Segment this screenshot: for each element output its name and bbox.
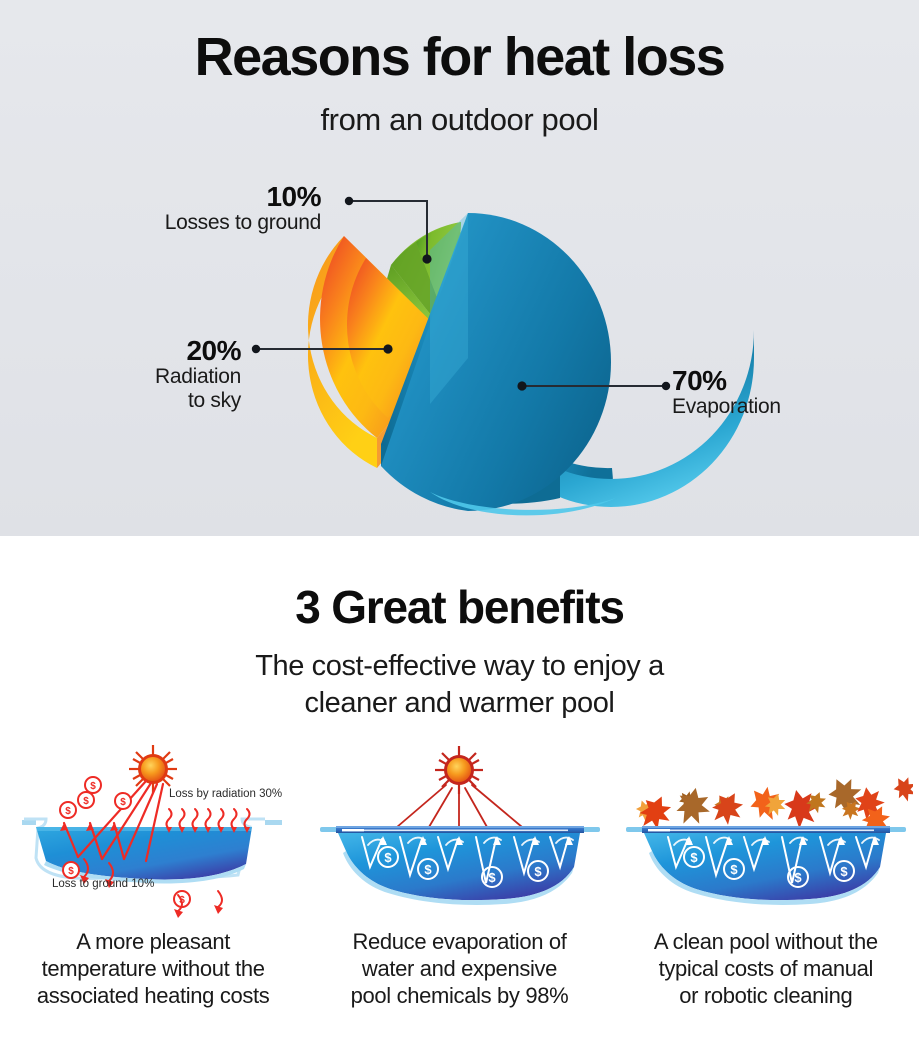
svg-text:$: $ — [731, 862, 739, 877]
benefits-subtitle-line2: cleaner and warmer pool — [304, 687, 615, 720]
callout-evaporation: 70% Evaporation — [672, 366, 919, 419]
callout-radiation-label-line2: to sky — [187, 388, 241, 412]
callout-radiation-percent: 20% — [186, 335, 241, 366]
covered-pool-sun-rays-illustration: $ $ $ $ — [312, 741, 607, 921]
benefits-subtitle: The cost-effective way to enjoy a cleane… — [0, 648, 919, 722]
page-subtitle: from an outdoor pool — [320, 102, 599, 137]
benefits-section: 3 Great benefits The cost-effective way … — [0, 536, 919, 1050]
pie-leader-dots — [251, 196, 671, 391]
svg-text:$: $ — [424, 862, 432, 877]
page-title: Reasons for heat loss — [194, 27, 726, 87]
callout-evaporation-percent: 70% — [672, 365, 727, 396]
benefit-caption-line2: water and expensive — [361, 955, 558, 981]
dollar-savings-icons — [376, 846, 549, 888]
svg-text:$: $ — [83, 796, 89, 807]
benefit-card: $ $ $ $ $ $ — [0, 741, 306, 1009]
falling-leaves-icons — [636, 777, 914, 836]
benefit-caption-line1: A more pleasant — [76, 929, 231, 954]
benefit-caption-line2: temperature without the — [41, 955, 265, 981]
svg-text:$: $ — [68, 866, 74, 877]
benefit-card: $ $ $ $ Reduce evaporation of water and … — [306, 741, 612, 1009]
benefit-caption-line3: or robotic cleaning — [679, 982, 853, 1008]
art-label-ground: Loss to ground 10% — [52, 878, 154, 890]
benefit-caption-line3: pool chemicals by 98% — [350, 982, 569, 1008]
callout-radiation-label-line1: Radiation — [154, 365, 241, 389]
benefits-subtitle-line1: The cost-effective way to enjoy a — [255, 650, 664, 682]
svg-text:$: $ — [90, 781, 96, 792]
pie-slice-evaporation — [381, 213, 754, 516]
svg-text:$: $ — [795, 870, 803, 885]
pie-leader-lines — [256, 200, 666, 387]
svg-text:$: $ — [384, 850, 392, 865]
benefit-card: $ $ $ $ A clean pool without the typical… — [613, 741, 919, 1009]
benefit-caption-line3: associated heating costs — [36, 982, 270, 1008]
svg-text:$: $ — [841, 864, 849, 879]
benefit-caption-line1: Reduce evaporation of — [352, 929, 567, 954]
dollar-savings-icons — [683, 846, 856, 888]
svg-text:$: $ — [534, 864, 542, 879]
benefit-caption-line1: A clean pool without the — [653, 929, 878, 954]
sun-icon — [128, 745, 177, 793]
covered-pool-falling-leaves-illustration: $ $ $ $ — [618, 741, 914, 921]
benefit-caption: A clean pool without the typical costs o… — [616, 929, 916, 1009]
callout-ground-label: Losses to ground — [164, 211, 322, 235]
svg-text:$: $ — [691, 850, 699, 865]
callout-radiation-to-sky: 20% Radiation to sky — [0, 336, 250, 412]
benefit-caption-line2: typical costs of manual — [658, 955, 874, 981]
heat-loss-section: Reasons for heat loss from an outdoor po… — [0, 0, 919, 536]
art-label-radiation: Loss by radiation 30% — [169, 788, 282, 800]
benefit-caption: A more pleasant temperature without the … — [3, 929, 303, 1009]
callout-losses-to-ground: 10% Losses to ground — [0, 182, 330, 235]
svg-text:$: $ — [488, 870, 496, 885]
callout-evaporation-label: Evaporation — [672, 395, 781, 419]
benefit-cards: $ $ $ $ $ $ — [0, 741, 919, 1009]
benefit-caption: Reduce evaporation of water and expensiv… — [309, 929, 609, 1009]
svg-text:$: $ — [65, 806, 71, 817]
sun-icon — [434, 746, 483, 794]
dollar-loss-icons — [58, 776, 191, 908]
uncovered-pool-heat-loss-illustration: $ $ $ $ $ $ — [6, 741, 301, 921]
svg-text:$: $ — [120, 797, 126, 808]
callout-ground-percent: 10% — [266, 181, 321, 212]
benefits-title: 3 Great benefits — [295, 581, 625, 633]
heat-loss-pie-chart — [251, 196, 754, 516]
